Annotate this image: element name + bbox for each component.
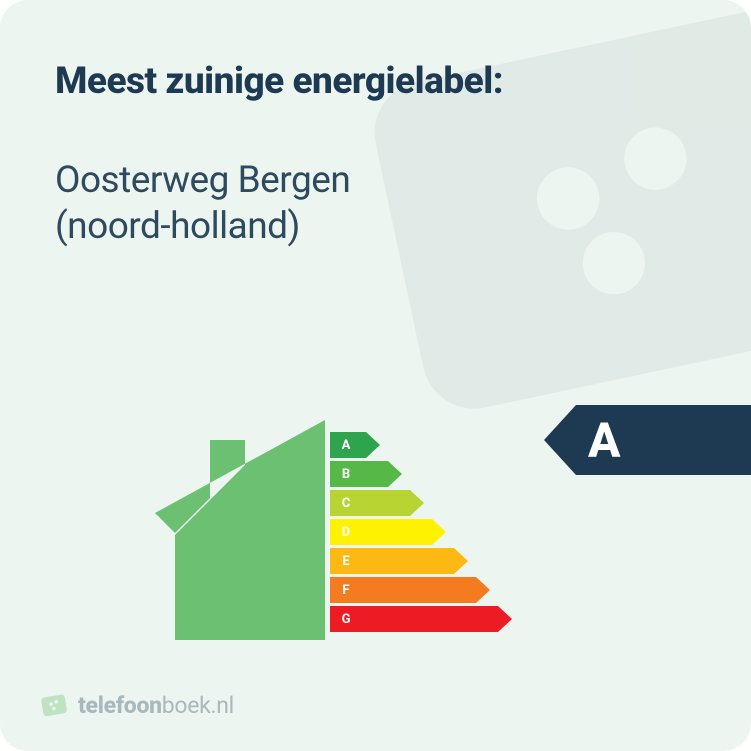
energy-bar-g: G [330, 606, 512, 632]
subtitle-line-1: Oosterweg Bergen [55, 159, 350, 202]
bar-shape [330, 606, 512, 632]
footer-tld: .nl [210, 692, 233, 719]
subtitle-line-2: (noord-holland) [55, 205, 300, 248]
highlight-body: A [576, 405, 751, 475]
footer-brand-bold: telefoon [78, 692, 162, 719]
bar-letter: A [336, 438, 356, 453]
footer-text: telefoonboek.nl [78, 692, 234, 719]
bar-letter: E [336, 554, 356, 569]
house-icon [155, 420, 325, 640]
energy-bar-e: E [330, 548, 512, 574]
energy-bar-d: D [330, 519, 512, 545]
highlight-badge: A [544, 405, 751, 475]
footer-book-icon [40, 691, 68, 719]
bar-letter: D [336, 525, 356, 540]
energy-bar-f: F [330, 577, 512, 603]
bar-letter: C [336, 496, 356, 511]
energy-bars: ABCDEFG [330, 432, 512, 635]
energy-bar-a: A [330, 432, 512, 458]
card-subtitle: Oosterweg Bergen (noord-holland) [55, 158, 696, 251]
bar-letter: F [336, 583, 356, 598]
energy-bar-c: C [330, 490, 512, 516]
energy-bar-b: B [330, 461, 512, 487]
footer-brand: telefoonboek.nl [40, 691, 234, 719]
highlight-arrow-icon [544, 405, 576, 475]
card-title: Meest zuinige energielabel: [55, 60, 696, 103]
bar-letter: G [336, 612, 356, 627]
highlight-letter: A [588, 412, 620, 469]
energy-label-card: Meest zuinige energielabel: Oosterweg Be… [0, 0, 751, 751]
bar-letter: B [336, 467, 356, 482]
footer-brand-rest: boek [162, 692, 211, 719]
